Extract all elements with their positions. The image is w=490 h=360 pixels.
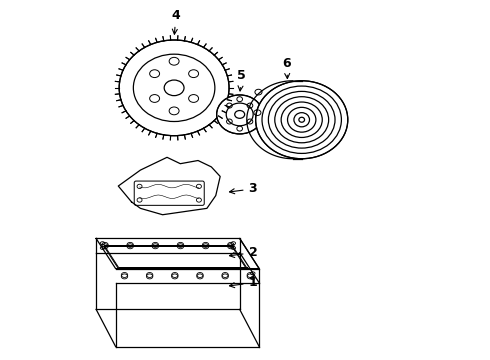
Ellipse shape xyxy=(217,95,263,134)
Ellipse shape xyxy=(256,81,348,159)
Text: 6: 6 xyxy=(283,57,291,78)
Ellipse shape xyxy=(119,40,229,136)
Text: 4: 4 xyxy=(172,9,180,34)
Text: 2: 2 xyxy=(229,246,257,259)
Text: 3: 3 xyxy=(229,183,257,195)
Text: 1: 1 xyxy=(229,276,257,289)
Text: 5: 5 xyxy=(237,69,246,91)
